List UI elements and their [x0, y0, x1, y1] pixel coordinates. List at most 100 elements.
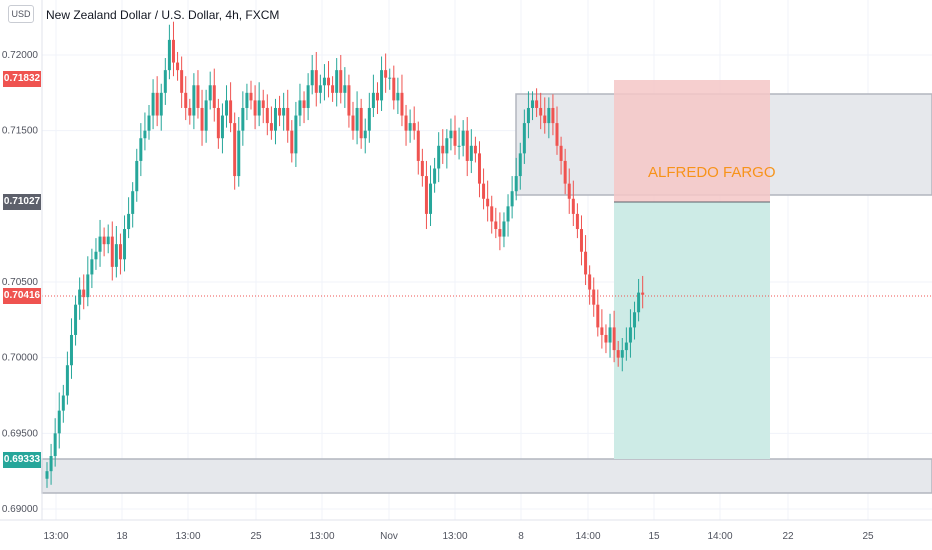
- candle-body: [457, 145, 461, 147]
- x-tick-label: 13:00: [175, 531, 200, 542]
- candle-body: [539, 107, 543, 116]
- candle-body: [74, 304, 78, 335]
- candle-body: [331, 85, 335, 93]
- candle-body: [579, 229, 583, 252]
- candle-body: [127, 213, 131, 230]
- candle-body: [286, 107, 290, 131]
- candle-body: [433, 168, 437, 184]
- candle-body: [445, 138, 449, 154]
- candle-body: [322, 77, 326, 86]
- candle-body: [412, 123, 416, 131]
- candle-body: [163, 70, 167, 93]
- candle-body: [131, 191, 135, 214]
- entry-price-label: 0.71027: [3, 194, 41, 210]
- candle-body: [135, 160, 139, 192]
- candle-body: [486, 198, 490, 207]
- candle-body: [314, 70, 318, 93]
- candle-body: [571, 198, 575, 214]
- candle-body: [253, 100, 257, 116]
- candle-body: [110, 236, 114, 267]
- annotation-text: ALFREDO FARGO: [648, 164, 776, 181]
- candle-body: [494, 221, 498, 230]
- y-tick-label: 0.69000: [2, 504, 39, 515]
- candle-body: [506, 206, 510, 222]
- candle-body: [588, 274, 592, 290]
- candle-body: [188, 107, 192, 116]
- x-tick-label: Nov: [380, 531, 398, 542]
- candle-body: [294, 115, 298, 154]
- candle-body: [65, 365, 69, 396]
- candle-body: [269, 123, 273, 131]
- candle-body: [620, 350, 624, 358]
- candle-body: [78, 289, 82, 305]
- y-axis: 0.72000 0.71500 0.70500 0.70000 0.69500 0.690…: [2, 50, 39, 515]
- candle-body: [192, 85, 196, 116]
- candle-body: [375, 92, 379, 101]
- candle-body: [265, 107, 269, 124]
- candle-body: [604, 334, 608, 343]
- stop-price-label: 0.71832: [3, 71, 41, 87]
- candle-body: [94, 251, 98, 260]
- candle-body: [543, 115, 547, 124]
- candle-body: [302, 100, 306, 108]
- candle-body: [441, 145, 445, 154]
- candle-body: [61, 395, 65, 411]
- zones: [41, 80, 932, 494]
- candle-body: [490, 206, 494, 222]
- x-tick-label: 8: [518, 531, 524, 542]
- candle-body: [233, 123, 237, 177]
- candle-body: [559, 145, 563, 161]
- currency-badge[interactable]: USD: [8, 5, 34, 23]
- candle-body: [53, 433, 57, 457]
- candle-body: [282, 107, 286, 116]
- candle-body: [290, 130, 294, 154]
- candle-body: [343, 85, 347, 93]
- candle-body: [424, 176, 428, 214]
- x-tick-label: 15: [648, 531, 660, 542]
- candle-body: [143, 130, 147, 139]
- candle-body: [628, 327, 632, 343]
- candle-body: [327, 77, 331, 86]
- candle-body: [212, 85, 216, 108]
- candle-body: [498, 229, 502, 237]
- candle-body: [155, 92, 159, 116]
- candle-body: [90, 259, 94, 275]
- x-tick-label: 13:00: [442, 531, 467, 542]
- candle-body: [176, 62, 180, 71]
- candle-body: [347, 85, 351, 116]
- candle-body: [400, 92, 404, 116]
- candle-body: [339, 70, 343, 93]
- candle-body: [237, 130, 241, 177]
- candle-body: [49, 456, 53, 472]
- candle-body: [151, 92, 155, 116]
- candle-body: [392, 77, 396, 101]
- candle-body: [204, 100, 208, 131]
- candle-body: [208, 85, 212, 101]
- candle-body: [531, 100, 535, 108]
- candle-body: [522, 123, 526, 154]
- candle-body: [477, 153, 481, 184]
- candle-body: [510, 191, 514, 207]
- candle-body: [453, 130, 457, 146]
- candle-body: [596, 304, 600, 328]
- candle-body: [396, 92, 400, 101]
- candle-body: [225, 100, 229, 116]
- candle-body: [449, 130, 453, 139]
- candle-body: [641, 292, 645, 295]
- candle-body: [180, 70, 184, 93]
- candle-body: [416, 130, 420, 161]
- candle-body: [249, 92, 253, 101]
- candle-body: [363, 130, 367, 139]
- candle-body: [437, 145, 441, 169]
- y-tick-label: 0.72000: [2, 50, 39, 61]
- candle-body: [367, 107, 371, 131]
- candle-body: [335, 70, 339, 93]
- candle-body: [123, 229, 127, 260]
- candle-body: [388, 77, 392, 79]
- candles: [45, 21, 645, 488]
- x-tick-label: 25: [250, 531, 262, 542]
- candle-body: [526, 107, 530, 124]
- candle-body: [600, 327, 604, 335]
- candle-body: [159, 92, 163, 116]
- candle-body: [196, 85, 200, 108]
